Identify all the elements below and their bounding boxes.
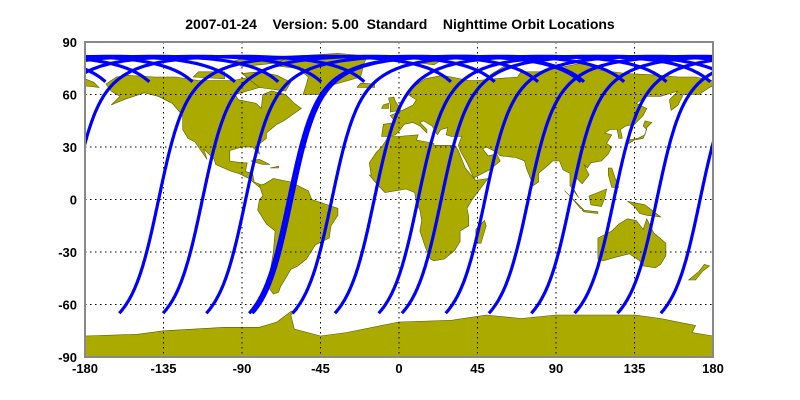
orbit-track-12	[573, 58, 713, 315]
chart-title: 2007-01-24 Version: 5.00 Standard Nightt…	[185, 16, 615, 32]
y-tick-label: -30	[58, 245, 77, 260]
orbit-track-10	[487, 54, 713, 315]
landmass-borneo	[588, 188, 608, 207]
landmass-hispaniola	[269, 165, 279, 169]
landmass-africa	[368, 134, 489, 262]
orbit-track-8	[85, 67, 107, 83]
orbit-track-0	[747, 56, 800, 313]
landmass-north-america	[105, 74, 302, 188]
orbit-track-0	[118, 54, 452, 315]
orbit-track-5	[291, 54, 626, 315]
orbit-track-14	[85, 54, 366, 150]
landmass-new-zealand	[687, 263, 711, 281]
landmass-madagascar	[475, 219, 487, 244]
orbit-track-9	[444, 54, 713, 315]
orbit-track-4	[251, 54, 586, 315]
x-tick-label: 90	[549, 361, 563, 376]
orbit-track-2	[205, 54, 540, 315]
orbit-track-11	[530, 55, 713, 315]
orbit-track-1	[161, 54, 496, 315]
y-tick-label: 60	[63, 88, 77, 103]
y-tick-label: 30	[63, 140, 77, 155]
land-layer	[85, 53, 713, 357]
orbit-track-1	[791, 56, 800, 313]
y-tick-label: 90	[63, 35, 77, 50]
orbit-track-13	[616, 70, 713, 315]
x-tick-label: 0	[395, 361, 402, 376]
orbit-track-6	[333, 54, 668, 315]
y-tick-label: -90	[58, 350, 77, 365]
x-tick-label: -180	[72, 361, 98, 376]
x-tick-label: -135	[150, 361, 176, 376]
orbit-track-13	[85, 54, 323, 83]
orbit-track-6	[0, 56, 39, 313]
landmass-chukotka	[85, 78, 100, 88]
x-tick-label: -45	[311, 361, 330, 376]
x-tick-label: 135	[624, 361, 646, 376]
y-tick-label: 0	[70, 193, 77, 208]
x-tick-label: 45	[470, 361, 484, 376]
x-tick-label: -90	[233, 361, 252, 376]
y-tick-label: -60	[58, 298, 77, 313]
x-tick-label: 180	[702, 361, 724, 376]
landmass-japan	[625, 120, 653, 146]
orbit-track-14	[659, 137, 713, 315]
orbit-track-8	[400, 54, 713, 315]
plot-frame	[84, 41, 714, 358]
orbit-tracks	[0, 54, 800, 315]
landmass-java	[581, 209, 599, 214]
landmass-ireland	[381, 102, 389, 109]
orbit-track-7	[377, 54, 712, 315]
